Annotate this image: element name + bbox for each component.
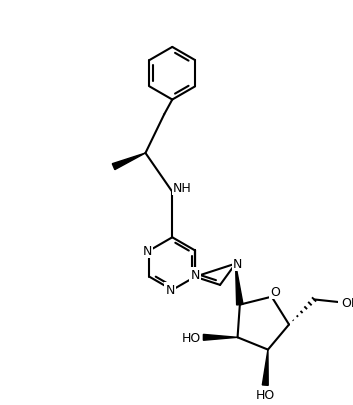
Polygon shape xyxy=(262,350,268,386)
Text: N: N xyxy=(166,284,175,297)
Text: OH: OH xyxy=(341,296,353,309)
Text: HO: HO xyxy=(182,331,201,344)
Polygon shape xyxy=(112,153,145,170)
Text: O: O xyxy=(270,285,280,298)
Text: N: N xyxy=(143,244,152,257)
Text: HO: HO xyxy=(256,388,275,401)
Text: N: N xyxy=(233,258,243,271)
Polygon shape xyxy=(203,335,238,341)
Polygon shape xyxy=(235,264,243,305)
Text: N: N xyxy=(190,269,200,281)
Text: NH: NH xyxy=(173,181,191,194)
